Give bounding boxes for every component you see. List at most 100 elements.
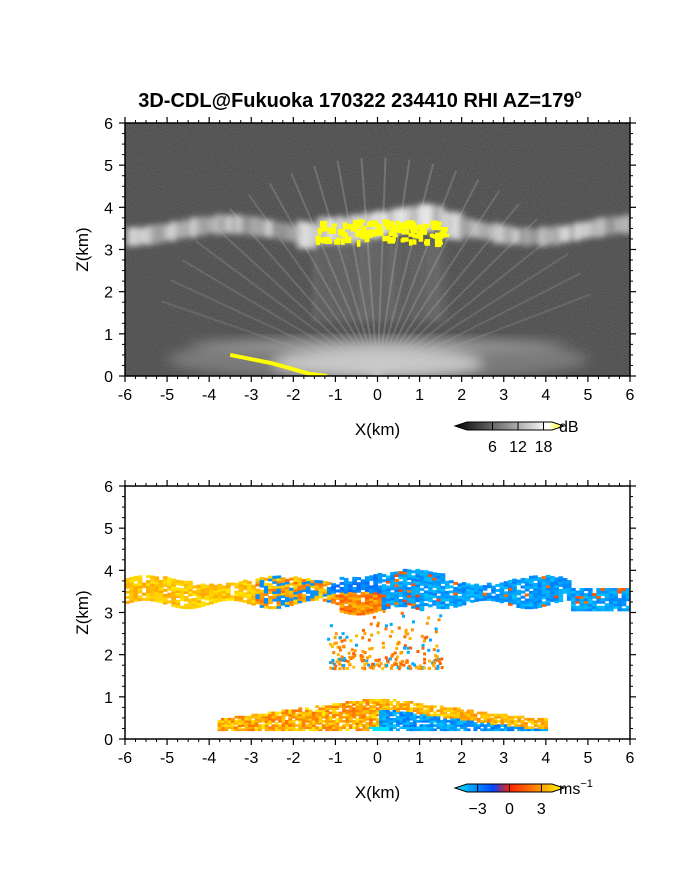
low-cell [433,717,437,721]
low-cell [385,701,390,704]
low-cell [338,720,343,723]
low-cell [409,726,414,730]
velocity-cell [188,603,193,607]
velocity-cell [204,587,210,591]
cloud-cell [513,228,520,244]
velocity-cell [541,581,547,585]
low-cell [342,715,347,719]
velocity-cell [183,585,189,589]
velocity-cell [137,598,143,602]
low-cell [321,724,326,727]
velocity-cell [608,588,614,592]
velocity-cell [465,593,471,597]
low-cell [338,728,343,732]
x-tick-label: -1 [328,387,342,404]
streak-cell [422,666,426,670]
low-cell [402,703,407,706]
velocity-cell [196,604,202,608]
velocity-cell [415,576,421,580]
velocity-cell [411,590,416,594]
velocity-cell [293,576,299,580]
velocity-cell [209,586,214,590]
velocity-cell [226,582,231,586]
velocity-cell [272,596,277,600]
velocity-cell [154,589,160,593]
streak-cell [404,631,408,635]
velocity-cell [158,587,164,591]
streak-cell [411,662,415,666]
low-cell [244,726,249,730]
low-cell [271,720,276,723]
streak-cell [341,644,345,648]
low-cell [412,709,417,713]
streak-cell [397,667,401,671]
velocity-cell [419,577,425,581]
streak-cell [333,642,337,646]
velocity-cell [385,575,391,579]
streak-cell [368,665,372,669]
streak-cell [435,644,439,648]
low-cell [436,717,441,721]
velocity-cell [520,605,526,609]
low-cell [453,711,458,715]
low-cell [234,722,239,725]
low-cell [476,724,481,727]
streak-cell [348,655,352,659]
low-cell [274,726,279,730]
low-cell [308,724,313,727]
velocity-cell [137,585,143,589]
streak-cell [374,658,378,662]
velocity-cell [314,590,320,594]
velocity-cell [533,587,538,592]
streak-cell [436,649,440,653]
streak-cell [405,660,409,664]
velocity-cell [470,584,475,588]
streak-cell [397,626,401,630]
strong-return-core [315,219,450,248]
velocity-cell [592,600,597,604]
low-cell [439,722,444,725]
velocity-cell [428,576,433,580]
low-cell [358,713,363,717]
velocity-cell [356,594,362,598]
velocity-cell [242,599,248,603]
cloud-cell [579,222,586,239]
low-cell [358,724,363,727]
low-cell [486,724,491,727]
velocity-cell [348,599,353,603]
low-cell [389,707,394,711]
low-cell [345,722,350,725]
velocity-cell [268,578,273,582]
low-cell [392,726,397,730]
low-cell [473,722,478,725]
cloud-cell [493,222,500,244]
low-cell [409,728,414,732]
low-cell [247,722,252,725]
core-cell [383,220,390,227]
velocity-cell [280,579,286,583]
velocity-cell [226,595,231,599]
velocity-cell [188,585,193,589]
low-cell [483,713,488,717]
low-cell [520,726,525,730]
streak-cell [368,647,372,651]
low-cell [540,728,545,732]
velocity-cell [141,597,147,601]
velocity-cell [289,595,294,599]
velocity-cell [360,584,366,588]
low-cell [385,705,390,708]
velocity-cell [575,595,580,599]
low-cell [422,728,427,732]
low-cell [311,715,316,719]
velocity-cell [352,597,357,601]
velocity-cell [146,585,151,589]
low-cell [396,720,400,723]
low-cell [268,726,272,730]
low-cell [530,722,535,725]
velocity-cell [268,598,273,602]
low-cell [271,713,276,717]
core-cell [392,224,397,230]
velocity-cell [482,595,488,599]
velocity-cell [406,597,412,601]
velocity-cell [150,583,155,587]
